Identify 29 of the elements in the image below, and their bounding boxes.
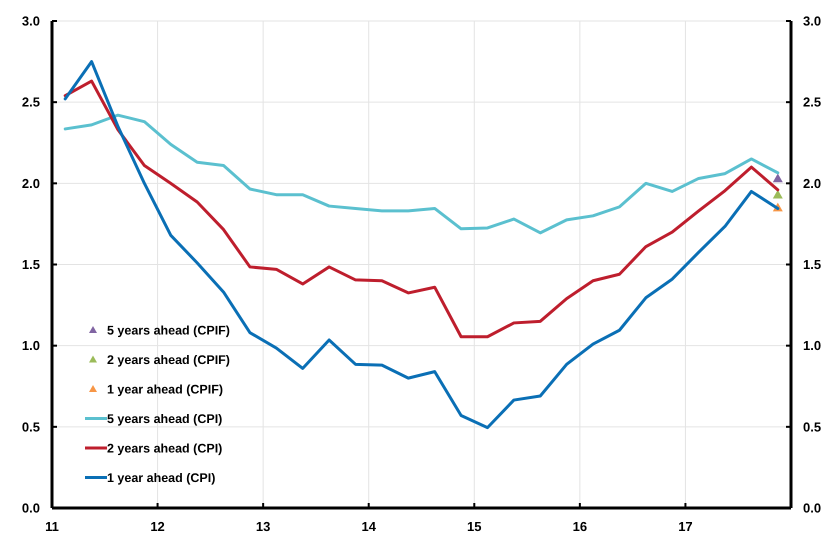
y2-tick-label: 0.0 [803,500,822,516]
x-tick-label: 16 [572,519,588,534]
y2-tick-label: 0.5 [803,419,822,434]
legend-label: 5 years ahead (CPI) [107,412,222,426]
x-tick-label: 17 [678,519,693,534]
y-tick-label: 1.0 [22,338,40,354]
y-tick-label: 2.0 [22,176,40,191]
y2-tick-label: 2.0 [803,176,822,191]
legend-label: 1 year ahead (CPIF) [107,382,224,396]
x-tick-label: 14 [361,519,377,534]
legend-label: 2 years ahead (CPIF) [107,352,230,367]
line-series [64,114,780,234]
line-series [64,80,780,338]
y-tick-label: 2.5 [22,94,40,110]
y-tick-label: 0.5 [22,419,40,434]
x-tick-label: 12 [150,519,165,534]
x-tick-label: 15 [467,519,482,534]
y-tick-label: 3.0 [22,14,40,29]
y-tick-label: 1.5 [22,257,40,272]
y2-tick-label: 2.5 [803,94,822,110]
x-tick-label: 11 [45,519,59,534]
legend-label: 1 year ahead (CPI) [107,470,216,485]
y2-tick-label: 1.0 [803,338,822,354]
x-tick-label: 13 [256,519,270,534]
y-tick-label: 0.0 [22,500,40,516]
y2-tick-label: 1.5 [803,257,822,272]
y2-tick-label: 3.0 [803,14,822,29]
legend-label: 5 years ahead (CPIF) [107,323,230,338]
legend-label: 2 years ahead (CPI) [107,441,222,456]
